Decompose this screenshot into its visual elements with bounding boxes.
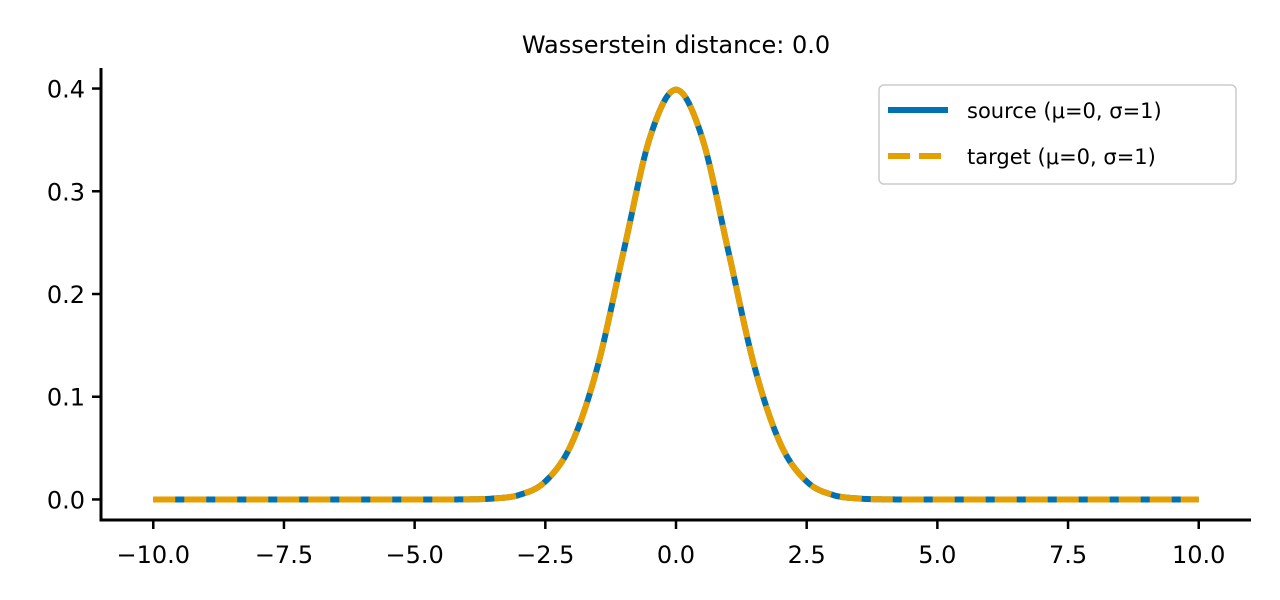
y-tick-label: 0.2 bbox=[47, 281, 85, 309]
x-tick-label: −10.0 bbox=[116, 541, 190, 569]
x-tick-label: 5.0 bbox=[918, 541, 956, 569]
x-tick-label: 2.5 bbox=[788, 541, 826, 569]
y-tick-label: 0.1 bbox=[47, 384, 85, 412]
series-line-target bbox=[153, 86, 1199, 503]
y-tick-label: 0.3 bbox=[47, 178, 85, 206]
x-ticks: −10.0 −7.5 −5.0 −2.5 0.0 2.5 5.0 7.5 10.0 bbox=[116, 520, 1225, 569]
x-tick-label: 10.0 bbox=[1172, 541, 1225, 569]
x-tick-label: −7.5 bbox=[255, 541, 313, 569]
y-tick-label: 0.0 bbox=[47, 486, 85, 514]
x-tick-label: 7.5 bbox=[1049, 541, 1087, 569]
legend: source (μ=0, σ=1) target (μ=0, σ=1) bbox=[878, 84, 1237, 185]
legend-frame bbox=[878, 84, 1237, 185]
x-tick-label: −2.5 bbox=[516, 541, 574, 569]
x-tick-label: 0.0 bbox=[657, 541, 695, 569]
legend-label-target: target (μ=0, σ=1) bbox=[967, 145, 1156, 169]
chart-title: Wasserstein distance: 0.0 bbox=[522, 31, 830, 59]
x-tick-label: −5.0 bbox=[385, 541, 443, 569]
legend-label-source: source (μ=0, σ=1) bbox=[967, 99, 1162, 123]
y-ticks: 0.0 0.1 0.2 0.3 0.4 bbox=[47, 76, 101, 514]
y-tick-label: 0.4 bbox=[47, 76, 85, 104]
plot-lines bbox=[153, 86, 1199, 503]
